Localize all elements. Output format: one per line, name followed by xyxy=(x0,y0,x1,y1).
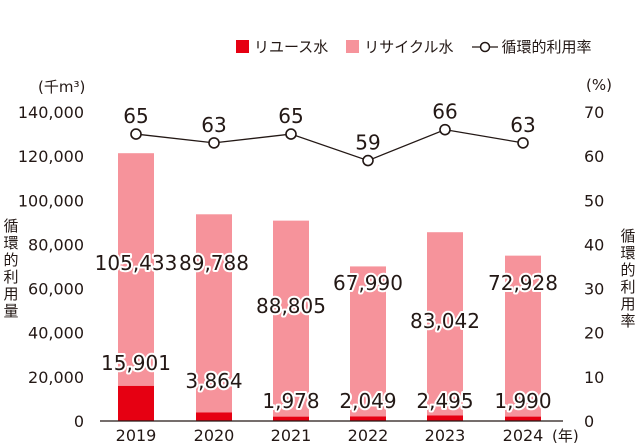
right-axis-tick-label: 20 xyxy=(584,324,604,343)
data-label-reuse: 1,990 xyxy=(494,389,551,413)
legend-item-reuse: リユース水 xyxy=(236,36,328,57)
bar-recycle-water xyxy=(196,214,232,413)
left-axis-tick-label: 120,000 xyxy=(18,147,84,166)
data-label-recycle: 83,042 xyxy=(410,309,480,333)
left-axis-unit: (千m³) xyxy=(38,78,86,96)
data-label-reuse: 2,495 xyxy=(416,389,473,413)
legend-label-rate: 循環的利用率 xyxy=(501,38,592,56)
bar-reuse-water xyxy=(505,416,541,421)
line-point-recycle-rate xyxy=(439,123,451,136)
x-axis-tick-label: 2022 xyxy=(348,426,389,445)
left-axis-tick-label: 60,000 xyxy=(28,280,84,299)
x-axis-unit: (年) xyxy=(552,427,579,445)
data-label-reuse: 15,901 xyxy=(101,351,171,375)
right-axis-tick-label: 30 xyxy=(584,280,604,299)
legend-item-rate: 循環的利用率 xyxy=(471,36,592,57)
data-label-rate: 59 xyxy=(355,131,380,155)
right-axis-label: 循環的利用率 xyxy=(620,227,636,330)
line-point-recycle-rate xyxy=(285,128,297,140)
line-point-recycle-rate xyxy=(130,128,142,140)
data-label-recycle: 67,990 xyxy=(333,271,403,295)
data-label-recycle: 105,433 xyxy=(95,251,178,275)
line-point-recycle-rate xyxy=(517,137,529,149)
data-label-rate: 66 xyxy=(432,100,457,124)
right-axis-tick-label: 10 xyxy=(584,368,604,387)
bar-reuse-water xyxy=(118,385,154,421)
legend-label-reuse: リユース水 xyxy=(254,38,329,56)
x-axis-tick-label: 2023 xyxy=(425,426,466,445)
legend-item-recycle: リサイクル水 xyxy=(346,36,454,57)
bar-reuse-water xyxy=(427,415,463,421)
data-label-recycle: 89,788 xyxy=(179,251,249,275)
right-axis-tick-label: 60 xyxy=(584,147,604,166)
x-axis-tick-label: 2019 xyxy=(116,426,157,445)
line-recycle-rate xyxy=(135,128,524,162)
data-label-rate: 65 xyxy=(278,104,303,128)
left-axis-tick-label: 140,000 xyxy=(18,103,84,122)
right-axis-tick-label: 0 xyxy=(584,412,594,431)
bar-recycle-water xyxy=(505,255,541,417)
bar-recycle-water xyxy=(273,220,309,417)
left-axis-tick-label: 40,000 xyxy=(28,324,84,343)
right-axis-tick-label: 40 xyxy=(584,235,604,254)
left-axis-tick-label: 100,000 xyxy=(18,191,84,210)
legend-line-marker-icon xyxy=(471,41,498,52)
data-label-rate: 63 xyxy=(510,113,535,137)
bar-recycle-water xyxy=(118,153,154,386)
line-point-recycle-rate xyxy=(208,137,220,149)
right-axis-tick-label: 50 xyxy=(584,191,604,210)
left-axis-tick-label: 80,000 xyxy=(28,235,84,254)
bar-recycle-water xyxy=(350,266,386,417)
line-point-recycle-rate xyxy=(362,154,374,167)
data-label-reuse: 3,864 xyxy=(185,369,242,393)
right-axis-tick-label: 70 xyxy=(584,103,604,122)
data-label-rate: 63 xyxy=(201,113,226,137)
left-axis-tick-label: 0 xyxy=(74,412,84,431)
bar-reuse-water xyxy=(350,416,386,421)
x-axis-tick-label: 2020 xyxy=(194,426,235,445)
legend-label-recycle: リサイクル水 xyxy=(364,38,454,56)
data-label-recycle: 72,928 xyxy=(488,271,558,295)
right-axis-unit: (%) xyxy=(586,76,612,94)
data-label-reuse: 1,978 xyxy=(262,389,319,413)
data-label-rate: 65 xyxy=(123,104,148,128)
bar-recycle-water xyxy=(427,232,463,416)
legend-swatch-reuse xyxy=(236,40,249,53)
left-axis-label: 循環的利用量 xyxy=(3,217,19,320)
bar-reuse-water xyxy=(273,416,309,421)
data-label-recycle: 88,805 xyxy=(256,294,326,318)
x-axis-tick-label: 2024 xyxy=(503,426,544,445)
x-axis-tick-label: 2021 xyxy=(271,426,312,445)
bar-reuse-water xyxy=(196,412,232,421)
legend: リユース水 リサイクル水 循環的利用率 xyxy=(236,36,592,57)
data-label-reuse: 2,049 xyxy=(339,389,396,413)
legend-swatch-recycle xyxy=(346,40,360,53)
left-axis-tick-label: 20,000 xyxy=(28,368,84,387)
